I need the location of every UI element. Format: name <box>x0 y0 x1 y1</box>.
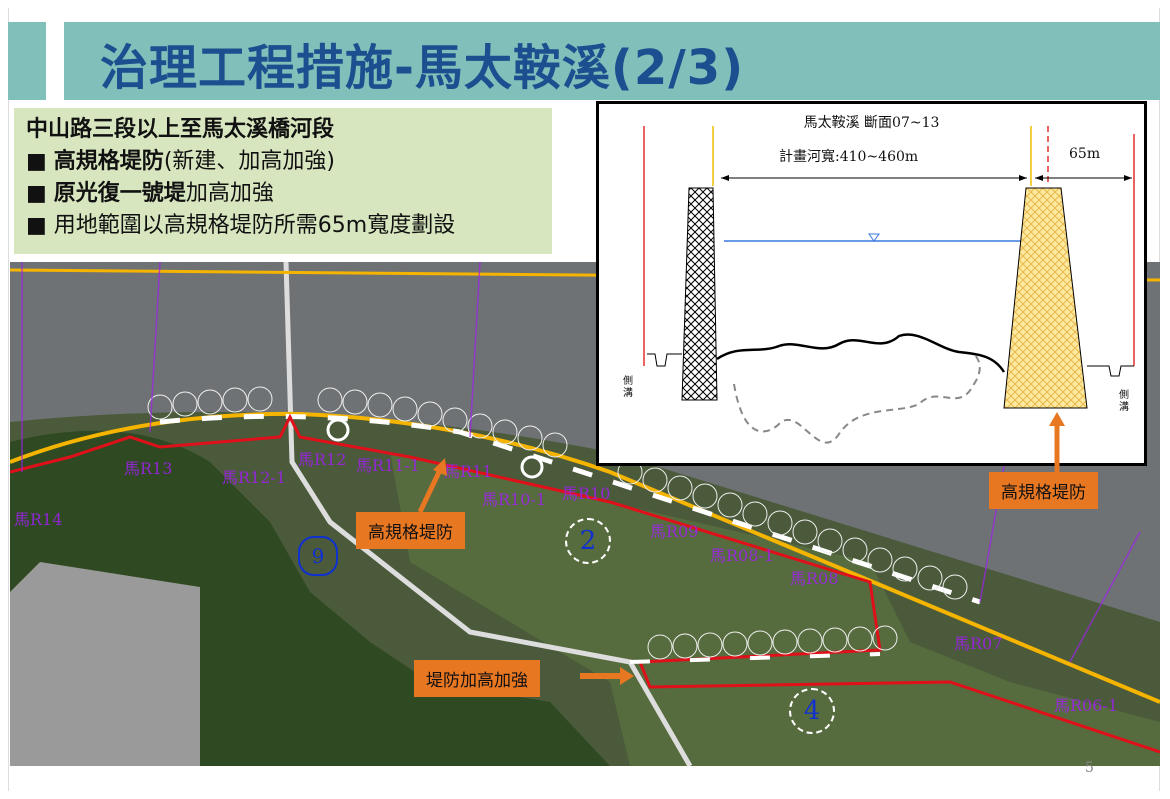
info-bullet: ■ 原光復一號堤加高加強 <box>26 178 540 210</box>
callout-levee-center: 高規格堤防 <box>356 512 465 549</box>
map-label: 馬R14 <box>14 510 63 529</box>
river-width-label: 計畫河寬:410~460m <box>779 149 919 165</box>
info-bullet: ■ 用地範圍以高規格堤防所需65m寬度劃設 <box>26 210 540 242</box>
ditch-label-left: 側溝 <box>623 376 633 399</box>
callout-levee-right: 高規格堤防 <box>989 472 1098 509</box>
map-label: 馬R08 <box>790 569 839 588</box>
info-heading: 中山路三段以上至馬太溪橋河段 <box>26 117 335 142</box>
map-label: 馬R10-1 <box>482 490 546 509</box>
map-label: 馬R12 <box>298 450 347 469</box>
map-label: 馬R08-1 <box>710 546 774 565</box>
bullet-bold: 高規格堤防 <box>53 149 164 174</box>
page-number: 5 <box>1085 760 1094 776</box>
title-accent-gap <box>46 22 64 100</box>
page-title: 治理工程措施-馬太鞍溪(2/3) <box>100 40 745 96</box>
zone-marker: 2 <box>565 518 611 564</box>
bullet-icon: ■ <box>26 149 47 174</box>
title-bar <box>8 22 1160 100</box>
ditch-label-right: 側溝 <box>1119 390 1129 413</box>
bullet-text: 加高加強 <box>185 181 274 206</box>
bullet-icon: ■ <box>26 213 47 238</box>
zone-marker: 9 <box>298 536 338 576</box>
bullet-icon: ■ <box>26 181 47 206</box>
levee-width-label: 65m <box>1069 146 1101 162</box>
info-bullet: ■ 高規格堤防(新建、加高加強) <box>26 146 540 178</box>
map-label: 馬R11-1 <box>356 456 420 475</box>
map-label: 馬R12-1 <box>222 468 286 487</box>
callout-raise: 堤防加高加強 <box>414 660 540 697</box>
map-label: 馬R10 <box>562 484 611 503</box>
map-label: 馬R06-1 <box>1054 696 1118 715</box>
section-title: 馬太鞍溪 斷面07~13 <box>803 115 940 131</box>
map-label: 馬R07 <box>954 634 1003 653</box>
map-label: 馬R09 <box>650 522 699 541</box>
zone-marker: 4 <box>789 688 835 734</box>
info-box: 中山路三段以上至馬太溪橋河段 ■ 高規格堤防(新建、加高加強) ■ 原光復一號堤… <box>14 108 552 254</box>
map-label: 馬R11 <box>444 462 493 481</box>
cross-section-diagram: 馬太鞍溪 斷面07~13 計畫河寬:410~460m 65m 側溝 側溝 <box>596 101 1147 466</box>
bullet-text: 用地範圍以高規格堤防所需65m寬度劃設 <box>53 213 456 238</box>
bullet-bold: 原光復一號堤 <box>53 181 186 206</box>
bullet-text: (新建、加高加強) <box>163 149 335 174</box>
map-label: 馬R13 <box>124 459 173 478</box>
